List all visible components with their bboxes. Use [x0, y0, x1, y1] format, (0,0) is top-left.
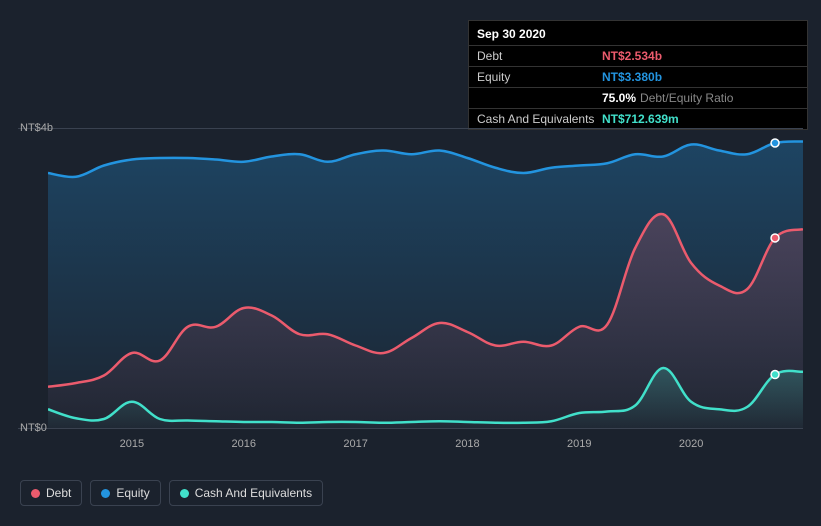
- xtick-label: 2016: [231, 438, 255, 450]
- tooltip-label: Equity: [477, 70, 602, 84]
- tooltip-value: NT$712.639m: [602, 112, 679, 126]
- marker-equity: [771, 139, 779, 147]
- legend-dot-icon: [180, 489, 189, 498]
- tooltip-value: NT$2.534b: [602, 49, 662, 63]
- gridline-y: [18, 428, 803, 429]
- xtick-label: 2015: [120, 438, 144, 450]
- tooltip-value: 75.0% Debt/Equity Ratio: [602, 91, 733, 105]
- legend-item-debt[interactable]: Debt: [20, 480, 82, 506]
- legend-label: Equity: [116, 486, 149, 500]
- gridline-y: [18, 128, 803, 129]
- marker-cash: [771, 371, 779, 379]
- chart-svg: [48, 128, 803, 428]
- tooltip-date: Sep 30 2020: [469, 27, 807, 45]
- financials-chart: [48, 128, 803, 428]
- marker-debt: [771, 234, 779, 242]
- legend-item-equity[interactable]: Equity: [90, 480, 160, 506]
- tooltip-row-debt: Debt NT$2.534b: [469, 45, 807, 66]
- legend-label: Debt: [46, 486, 71, 500]
- tooltip-row-ratio: 75.0% Debt/Equity Ratio: [469, 87, 807, 108]
- legend-dot-icon: [101, 489, 110, 498]
- legend-label: Cash And Equivalents: [195, 486, 312, 500]
- xtick-label: 2017: [343, 438, 367, 450]
- tooltip-row-equity: Equity NT$3.380b: [469, 66, 807, 87]
- xtick-label: 2019: [567, 438, 591, 450]
- tooltip-value: NT$3.380b: [602, 70, 662, 84]
- legend-dot-icon: [31, 489, 40, 498]
- chart-tooltip: Sep 30 2020 Debt NT$2.534b Equity NT$3.3…: [468, 20, 808, 130]
- ytick-label: NT$0: [20, 422, 47, 434]
- ytick-label: NT$4b: [20, 122, 53, 134]
- tooltip-label: Cash And Equivalents: [477, 112, 602, 126]
- xtick-label: 2020: [679, 438, 703, 450]
- tooltip-ratio-pct: 75.0%: [602, 91, 636, 105]
- tooltip-label: Debt: [477, 49, 602, 63]
- xtick-label: 2018: [455, 438, 479, 450]
- tooltip-row-cash: Cash And Equivalents NT$712.639m: [469, 108, 807, 129]
- tooltip-ratio-suffix: Debt/Equity Ratio: [640, 91, 733, 105]
- legend-item-cash[interactable]: Cash And Equivalents: [169, 480, 323, 506]
- chart-legend: Debt Equity Cash And Equivalents: [20, 480, 323, 506]
- tooltip-label: [477, 91, 602, 105]
